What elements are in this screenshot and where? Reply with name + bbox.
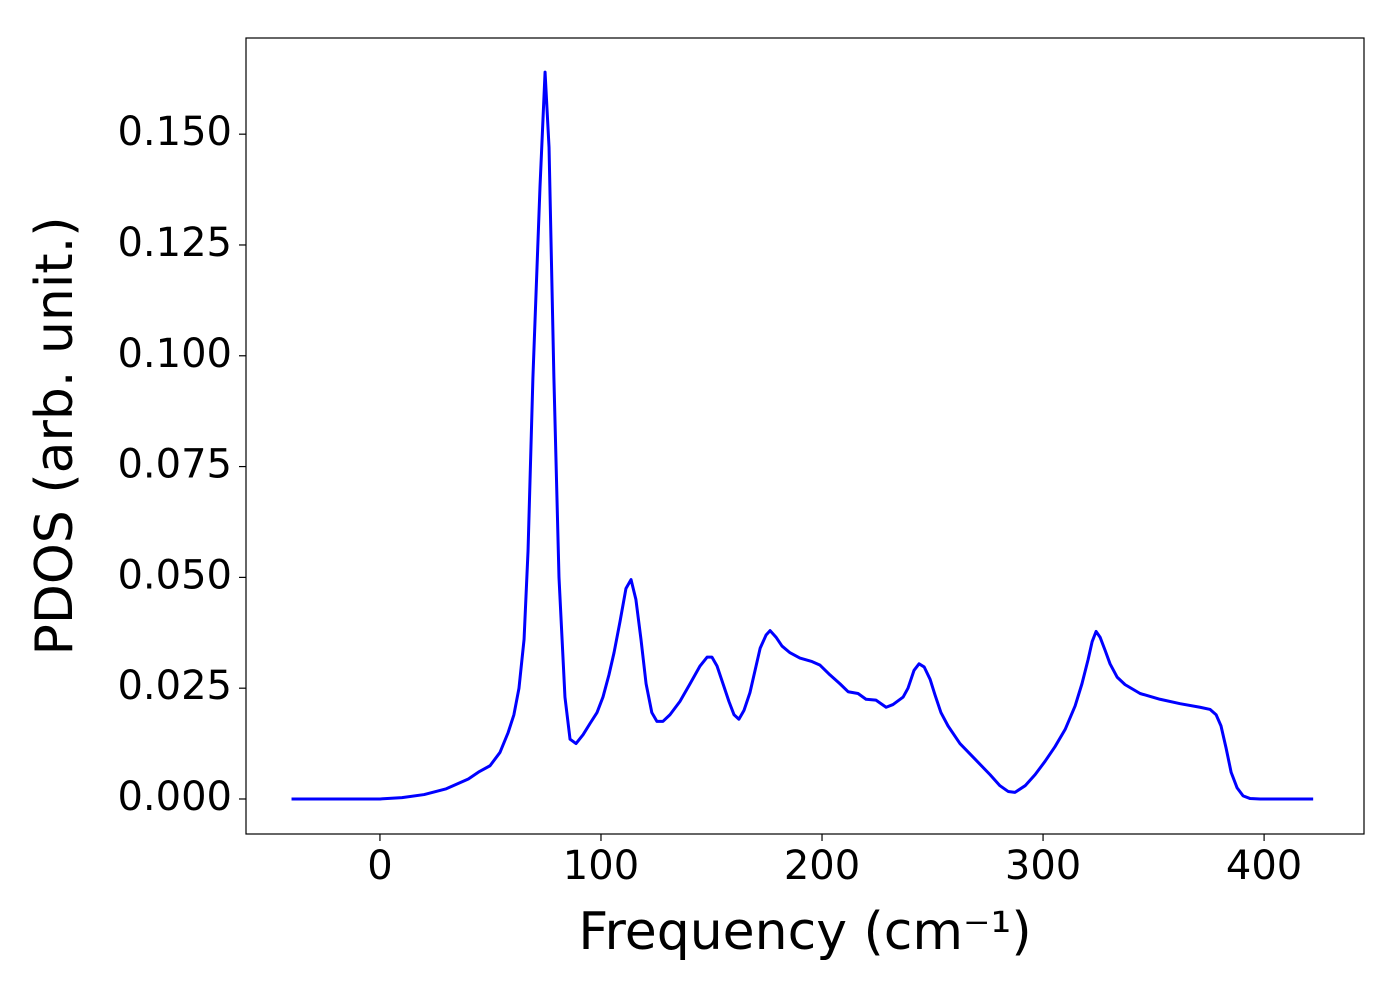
y-tick-label: 0.025 [117,663,232,709]
plot-frame [245,37,1365,835]
x-tick-label: 0 [367,843,392,889]
y-tick-label: 0.050 [117,552,232,598]
x-tick-label: 200 [784,843,860,889]
x-tick-label: 400 [1226,843,1302,889]
y-tick-label: 0.000 [117,774,232,820]
x-axis-label: Frequency (cm⁻¹) [578,902,1031,962]
y-axis-label: PDOS (arb. unit.) [25,216,85,655]
y-tick-label: 0.125 [117,220,232,266]
y-tick-label: 0.100 [117,331,232,377]
data-line [291,70,1314,801]
x-tick-label: 300 [1005,843,1081,889]
x-tick-label: 100 [563,843,639,889]
y-tick-label: 0.150 [117,109,232,155]
y-tick-label: 0.075 [117,442,232,488]
